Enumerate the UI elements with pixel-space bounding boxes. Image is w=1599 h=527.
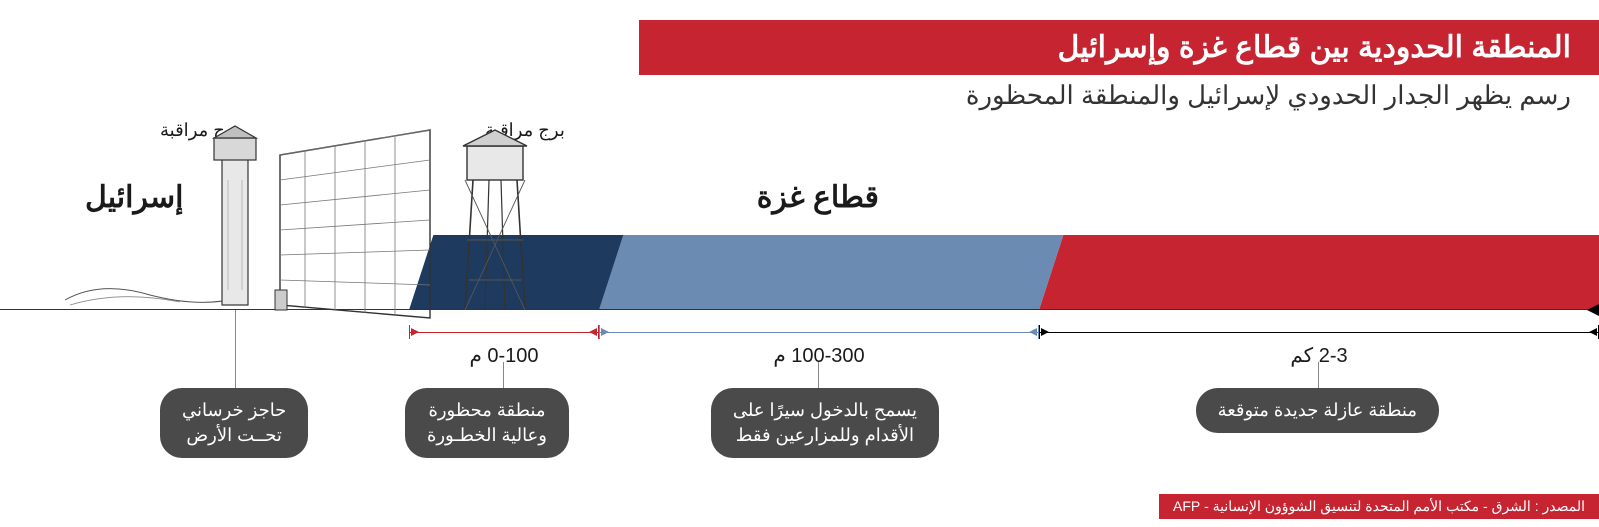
region-label-gaza: قطاع غزة — [757, 180, 879, 215]
measure-text-red: 2-3 كم — [1039, 343, 1599, 368]
measure-zone-mid: 100-300 م — [599, 325, 1039, 368]
connector-1 — [1318, 362, 1319, 388]
desc-box-barrier: حاجز خرسانيتحــت الأرض — [160, 388, 308, 458]
measure-zone-red: 2-3 كم — [1039, 325, 1599, 368]
connector-3 — [503, 362, 504, 388]
fence-sketch — [270, 120, 440, 320]
ground-arrowhead — [1587, 304, 1599, 316]
watchtower-concrete — [200, 120, 270, 315]
zone-band-mid — [599, 235, 1063, 310]
desc-box-dark: منطقة محظورةوعالية الخطـورة — [405, 388, 569, 458]
watchtower-wooden — [445, 120, 545, 320]
measure-zone-dark: 0-100 م — [409, 325, 599, 368]
desc-box-mid: يسمح بالدخول سيرًا علىالأقدام وللمزارعين… — [711, 388, 939, 458]
measure-text-dark: 0-100 م — [409, 343, 599, 368]
zone-band-red — [1039, 235, 1599, 310]
desc-box-red: منطقة عازلة جديدة متوقعة — [1196, 388, 1439, 433]
subtitle: رسم يظهر الجدار الحدودي لإسرائيل والمنطق… — [966, 80, 1571, 111]
title-bar: المنطقة الحدودية بين قطاع غزة وإسرائيل — [639, 20, 1599, 75]
connector-4 — [235, 310, 236, 388]
source-bar: المصدر : الشرق - مكتب الأمم المتحدة لتنس… — [1159, 494, 1599, 519]
connector-2 — [818, 362, 819, 388]
measure-text-mid: 100-300 م — [599, 343, 1039, 368]
